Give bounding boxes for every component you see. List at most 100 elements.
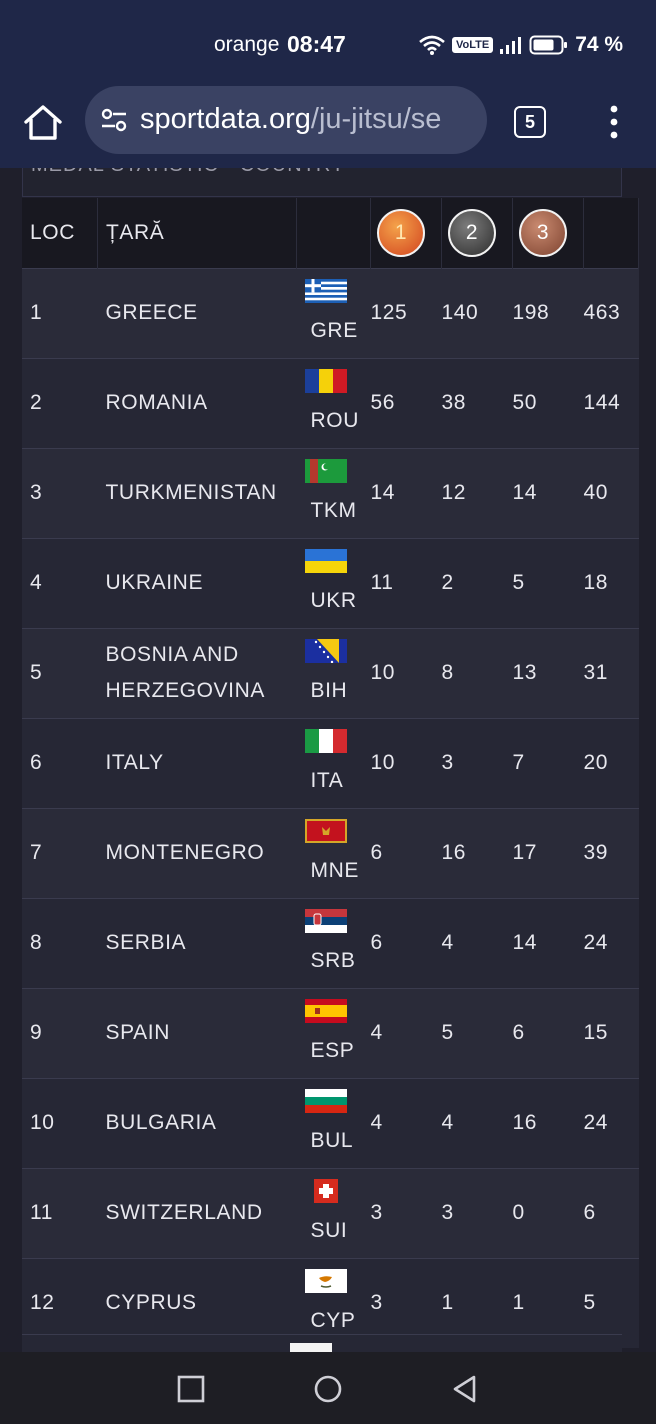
total-count: 6 <box>583 1201 596 1224</box>
country-name[interactable]: UKRAINE <box>105 571 204 594</box>
table-row[interactable]: 5 BOSNIA AND HERZEGOVINA BIH 10 8 13 31 <box>22 628 639 718</box>
header-total <box>583 198 639 268</box>
header-country[interactable]: ȚARĂ <box>97 198 297 268</box>
table-row[interactable]: 9 SPAIN ESP 4 5 6 15 <box>22 988 639 1078</box>
silver-count: 12 <box>441 481 467 504</box>
silver-count: 3 <box>441 1201 454 1224</box>
bosnia-flag-icon <box>304 638 347 663</box>
bronze-count: 1 <box>512 1291 525 1314</box>
country-name[interactable]: TURKMENISTAN <box>105 481 277 504</box>
table-row[interactable]: 12 CYPRUS CYP 3 1 1 5 <box>22 1258 639 1348</box>
silver-count: 3 <box>441 751 454 774</box>
more-menu-icon[interactable] <box>604 104 624 140</box>
address-bar[interactable]: sportdata.org/ju-jitsu/se <box>85 86 487 154</box>
gold-count: 11 <box>370 571 394 594</box>
tab-switcher-button[interactable]: 5 <box>514 106 546 138</box>
country-name[interactable]: CYPRUS <box>105 1291 197 1314</box>
silver-count: 4 <box>441 1111 454 1134</box>
flag-cell: ITA <box>297 718 371 808</box>
bronze-count: 0 <box>512 1201 525 1224</box>
home-nav-icon[interactable] <box>313 1374 343 1404</box>
country-code: ESP <box>310 1038 355 1062</box>
header-bronze[interactable]: 3 <box>512 198 584 268</box>
home-icon[interactable] <box>20 100 66 146</box>
ukraine-flag-icon <box>304 548 347 573</box>
flag-cell: UKR <box>297 538 371 628</box>
flag-cell: SRB <box>297 898 371 988</box>
country-name[interactable]: ITALY <box>105 751 164 774</box>
clock: 08:47 <box>287 31 346 57</box>
silver-count: 140 <box>441 301 479 324</box>
header-loc[interactable]: LOC <box>22 198 98 268</box>
silver-medal-icon: 2 <box>448 208 496 257</box>
gold-count: 3 <box>370 1201 383 1224</box>
table-row[interactable]: 1 GREECE GRE 125 140 198 463 <box>22 268 639 358</box>
country-code: TKM <box>310 498 357 522</box>
header-gold[interactable]: 1 <box>370 198 442 268</box>
signal-icon <box>500 37 522 54</box>
cyprus-flag-icon <box>304 1268 347 1293</box>
gold-count: 10 <box>370 661 396 684</box>
flag-cell: BIH <box>297 628 371 718</box>
country-code: CYP <box>310 1308 356 1332</box>
back-icon[interactable] <box>450 1374 480 1404</box>
flag-cell: ROU <box>297 358 371 448</box>
country-name[interactable]: SERBIA <box>105 931 187 954</box>
gold-count: 10 <box>370 751 396 774</box>
country-code: ITA <box>310 768 344 792</box>
country-name[interactable]: SWITZERLAND <box>105 1201 263 1224</box>
country-code: SUI <box>310 1218 348 1242</box>
country-name[interactable]: MONTENEGRO <box>105 841 265 864</box>
table-header-row: LOC ȚARĂ 1 2 3 <box>22 198 639 268</box>
silver-count: 5 <box>441 1021 454 1044</box>
bronze-count: 14 <box>512 481 538 504</box>
bronze-count: 14 <box>512 931 538 954</box>
recents-icon[interactable] <box>176 1374 206 1404</box>
gold-count: 6 <box>370 931 383 954</box>
bronze-count: 7 <box>512 751 525 774</box>
silver-count: 8 <box>441 661 454 684</box>
table-row[interactable]: 3 TURKMENISTAN TKM 14 12 14 40 <box>22 448 639 538</box>
flag-cell: CYP <box>297 1258 371 1348</box>
partial-flag <box>290 1343 332 1352</box>
battery-percent: 74 % <box>575 33 624 56</box>
table-row[interactable]: 8 SERBIA SRB 6 4 14 24 <box>22 898 639 988</box>
rank-cell: 7 <box>30 841 43 864</box>
url-domain: sportdata.org <box>140 103 311 135</box>
country-code: MNE <box>310 858 359 882</box>
romania-flag-icon <box>304 368 347 393</box>
rank-cell: 1 <box>30 301 43 324</box>
rank-cell: 11 <box>30 1201 53 1224</box>
bronze-count: 5 <box>512 571 525 594</box>
table-row[interactable]: 10 BULGARIA BUL 4 4 16 24 <box>22 1078 639 1168</box>
total-count: 463 <box>583 301 621 324</box>
flag-cell: ESP <box>297 988 371 1078</box>
montenegro-flag-icon <box>304 818 347 843</box>
table-row[interactable]: 11 SWITZERLAND SUI 3 3 0 6 <box>22 1168 639 1258</box>
flag-cell: GRE <box>297 268 371 358</box>
table-row[interactable]: 4 UKRAINE UKR 11 2 5 18 <box>22 538 639 628</box>
medal-table: LOC ȚARĂ 1 2 3 1 GREECE GRE 125 140 198 463 2 RO… <box>22 198 639 1348</box>
country-code: BUL <box>310 1128 354 1152</box>
bronze-count: 198 <box>512 301 550 324</box>
table-row[interactable]: 2 ROMANIA ROU 56 38 50 144 <box>22 358 639 448</box>
country-name[interactable]: BOSNIA AND HERZEGOVINA <box>105 643 265 702</box>
site-settings-icon[interactable] <box>99 106 129 134</box>
rank-cell: 8 <box>30 931 43 954</box>
gold-count: 14 <box>370 481 396 504</box>
rank-cell: 3 <box>30 481 43 504</box>
bronze-count: 17 <box>512 841 538 864</box>
country-name[interactable]: GREECE <box>105 301 198 324</box>
country-name[interactable]: BULGARIA <box>105 1111 217 1134</box>
country-name[interactable]: ROMANIA <box>105 391 208 414</box>
switzerland-flag-icon <box>313 1178 338 1203</box>
table-row[interactable]: 6 ITALY ITA 10 3 7 20 <box>22 718 639 808</box>
total-count: 144 <box>583 391 621 414</box>
rank-cell: 10 <box>30 1111 55 1134</box>
table-row[interactable]: 7 MONTENEGRO MNE 6 16 17 39 <box>22 808 639 898</box>
spain-flag-icon <box>304 998 347 1023</box>
header-silver[interactable]: 2 <box>441 198 513 268</box>
rank-cell: 9 <box>30 1021 43 1044</box>
country-name[interactable]: SPAIN <box>105 1021 170 1044</box>
silver-count: 38 <box>441 391 467 414</box>
